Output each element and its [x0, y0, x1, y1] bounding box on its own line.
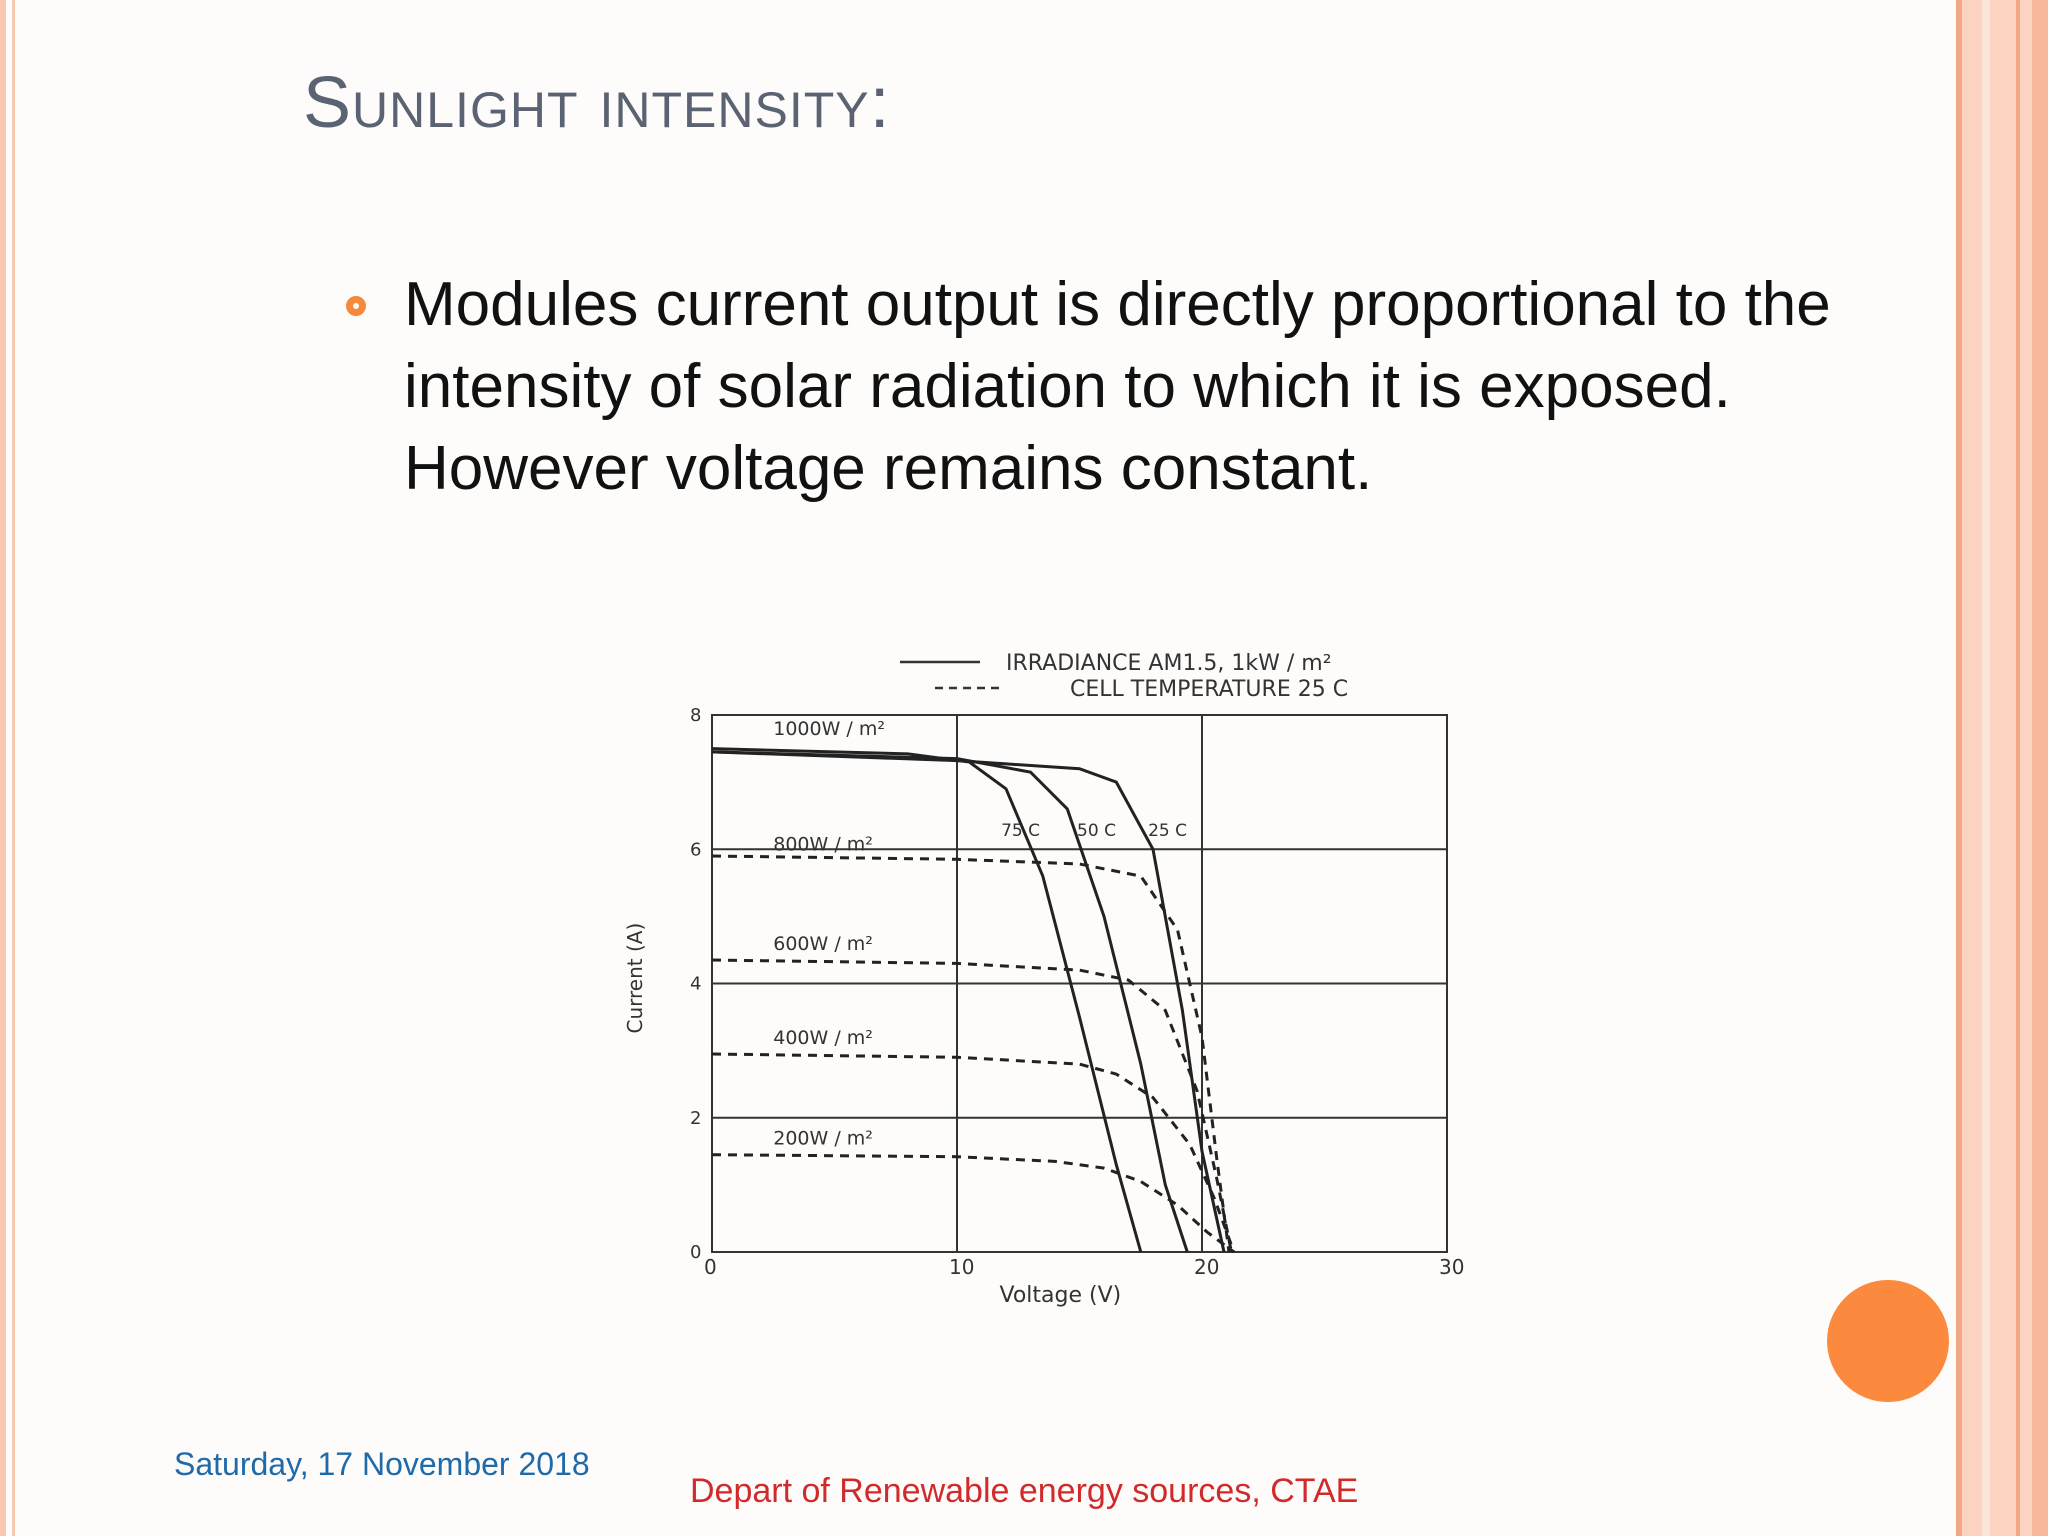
- orange-circle-decoration: [1827, 1280, 1949, 1402]
- stripe: [1956, 0, 1962, 1536]
- y-tick-label: 2: [690, 1108, 701, 1129]
- right-decorative-stripes: [1956, 0, 2048, 1536]
- irradiance-curve: [711, 854, 1231, 1253]
- x-tick-label: 20: [1194, 1255, 1219, 1279]
- y-tick-label: 0: [690, 1242, 701, 1263]
- slide-title: Sunlight intensity:: [303, 63, 891, 143]
- irradiance-label: 400W / m²: [773, 1027, 873, 1049]
- stripe: [1982, 0, 1990, 1536]
- y-axis-label: Current (A): [623, 923, 647, 1034]
- bullet-line: However voltage remains constant.: [404, 434, 1373, 503]
- x-axis-label: Voltage (V): [1000, 1283, 1122, 1308]
- temperature-label: 75 C: [1001, 821, 1040, 841]
- irradiance-curve: [711, 1052, 1236, 1253]
- temperature-curve: [711, 750, 1226, 1253]
- x-tick-label: 30: [1439, 1255, 1464, 1279]
- irradiance-label: 1000W / m²: [773, 718, 885, 740]
- left-border-line: [0, 0, 6, 1536]
- y-tick-label: 8: [690, 705, 701, 726]
- bullet-line: Modules current output is directly propo…: [404, 270, 1831, 339]
- x-tick-label: 0: [704, 1255, 717, 1279]
- irradiance-label: 800W / m²: [773, 834, 873, 856]
- y-tick-label: 4: [690, 974, 701, 995]
- stripe: [2032, 0, 2048, 1536]
- stripe: [2016, 0, 2020, 1536]
- x-tick-label: 10: [949, 1255, 974, 1279]
- footer-date: Saturday, 17 November 2018: [174, 1446, 590, 1482]
- bullet-circle-icon: [346, 296, 366, 316]
- left-border-line-inner: [12, 0, 15, 1536]
- y-tick-label: 6: [690, 839, 701, 860]
- temperature-label: 50 C: [1077, 821, 1116, 841]
- iv-curve-chart: 0 10 20 30 0 2 4 6 8 Voltage (V) Current (A) IRRADI…: [623, 651, 1464, 1308]
- irradiance-label: 600W / m²: [773, 933, 873, 955]
- temperature-curve: [711, 750, 1189, 1253]
- temperature-curve: [711, 747, 1143, 1253]
- legend-dashed-label: CELL TEMPERATURE 25 C: [1070, 677, 1348, 702]
- legend-solid-label: IRRADIANCE AM1.5, 1kW / m²: [1006, 651, 1332, 676]
- irradiance-curve: [711, 1153, 1235, 1254]
- irradiance-curve: [711, 958, 1233, 1253]
- bullet-line: intensity of solar radiation to which it…: [404, 352, 1731, 421]
- temperature-label: 25 C: [1148, 821, 1187, 841]
- bullet-text: Modules current output is directly propo…: [404, 264, 2004, 510]
- irradiance-label: 200W / m²: [773, 1128, 873, 1150]
- footer-department: Depart of Renewable energy sources, CTAE: [690, 1472, 1359, 1510]
